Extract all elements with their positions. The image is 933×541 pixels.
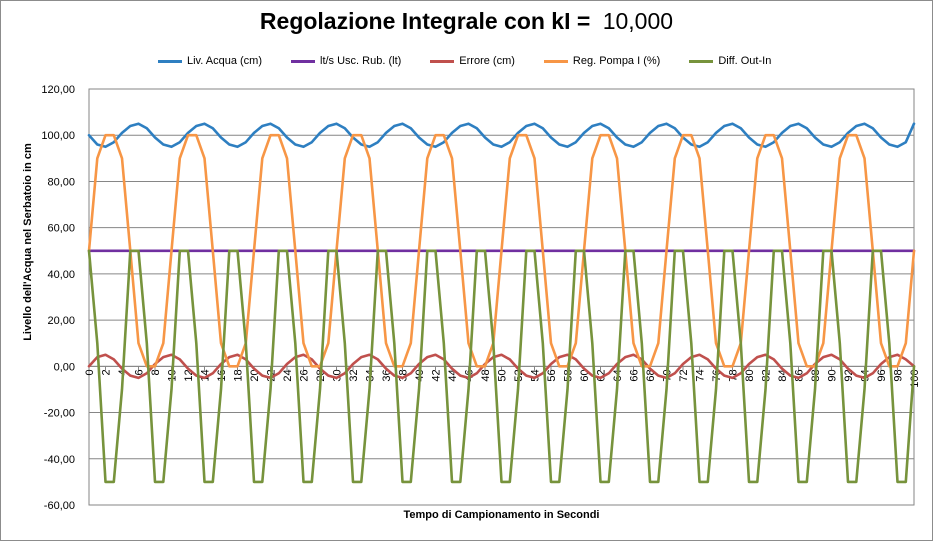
legend-item-errore: Errore (cm) [430,55,515,67]
y-tick-label: 60,00 [47,223,75,235]
x-tick-label: 98 [893,369,905,381]
legend-item-liv-acqua: Liv. Acqua (cm) [158,55,262,67]
x-tick-label: 12 [183,369,195,381]
x-tick-label: 18 [233,369,245,381]
plot-border [88,88,915,506]
legend-label: Diff. Out-In [718,55,772,67]
legend-label: lt/s Usc. Rub. (lt) [320,55,402,67]
legend-swatch [158,59,182,63]
y-tick-label: 0,00 [54,361,75,373]
y-tick-label: 120,00 [41,84,75,96]
y-tick-label: -60,00 [44,500,75,512]
x-tick-label: 92 [843,369,855,381]
x-tick-label: 80 [744,369,756,381]
y-axis-label: Livello dell'Acqua nel Serbatoio in cm [22,143,34,341]
x-tick-label: 8 [150,369,162,375]
x-tick-label: 60 [579,369,591,381]
x-tick-label: 90 [827,369,839,381]
chart-title-value: 10,000 [602,8,674,34]
legend-item-usc-rub: lt/s Usc. Rub. (lt) [291,55,401,67]
x-tick-label: 44 [447,369,459,381]
chart-legend: Liv. Acqua (cm) lt/s Usc. Rub. (lt) Erro… [158,55,800,67]
y-tick-label: 100,00 [41,130,75,142]
x-axis-label: Tempo di Campionamento in Secondi [403,509,600,521]
legend-item-reg-pompa: Reg. Pompa I (%) [543,55,661,67]
x-tick-label: 26 [299,369,311,381]
legend-swatch [291,59,315,63]
y-tick-label: 40,00 [47,269,75,281]
x-tick-label: 74 [695,369,707,381]
x-tick-label: 68 [645,369,657,381]
chart-title-text: Regolazione Integrale con kI = [259,8,591,34]
legend-label: Reg. Pompa I (%) [572,55,661,67]
legend-item-diff-out-in: Diff. Out-In [689,55,771,67]
y-tick-label: -40,00 [44,454,75,466]
x-tick-label: 100 [909,369,921,387]
chart-title: Regolazione Integrale con kI = 10,000 [0,8,933,35]
x-tick-label: 2 [101,369,113,375]
legend-label: Errore (cm) [459,55,515,67]
legend-label: Liv. Acqua (cm) [187,55,262,67]
x-tick-label: 6 [134,369,146,375]
x-tick-label: 50 [497,369,509,381]
x-tick-label: 32 [348,369,360,381]
x-tick-label: 42 [431,369,443,381]
x-tick-label: 66 [629,369,641,381]
legend-swatch [543,59,568,63]
series-line-reg-pompa-i [87,133,916,368]
y-tick-label: -20,00 [44,408,75,420]
x-tick-label: 96 [876,369,888,381]
legend-swatch [689,59,714,63]
y-tick-label: 20,00 [47,315,75,327]
legend-swatch [430,59,455,63]
series-line-diff-out-in [87,249,916,484]
x-tick-label: 84 [777,369,789,381]
x-tick-label: 56 [546,369,558,381]
y-tick-label: 80,00 [47,176,75,188]
x-tick-label: 0 [84,369,96,375]
x-tick-label: 72 [678,369,690,381]
x-tick-label: 20 [249,369,261,381]
x-tick-label: 24 [282,369,294,381]
x-tick-label: 36 [381,369,393,381]
x-tick-label: 48 [480,369,492,381]
